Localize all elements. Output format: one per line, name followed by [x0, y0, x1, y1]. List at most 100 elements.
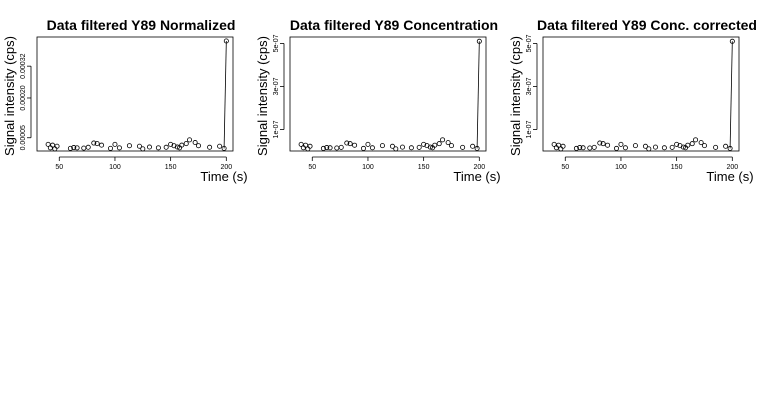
- x-tick-label: 50: [55, 164, 63, 171]
- data-point: [600, 141, 606, 147]
- data-point: [91, 140, 97, 146]
- data-point: [99, 142, 105, 148]
- data-point: [116, 145, 122, 151]
- data-point: [701, 143, 707, 149]
- data-point: [652, 144, 658, 150]
- data-point: [108, 145, 114, 151]
- data-point: [54, 143, 60, 149]
- data-point: [298, 141, 304, 147]
- data-point: [440, 137, 446, 143]
- data-point: [320, 145, 326, 151]
- data-point: [47, 145, 53, 151]
- data-point: [723, 143, 729, 149]
- data-point: [365, 141, 371, 147]
- series-line: [729, 41, 733, 149]
- data-point: [192, 140, 198, 146]
- chart-panel-concentration: Data filtered Y89 Concentration 50 100 150 2…: [253, 0, 506, 190]
- y-tick-label: 5e-07: [273, 34, 280, 52]
- data-point: [140, 146, 146, 152]
- data-point: [408, 145, 414, 151]
- chart-title: Data filtered Y89 Conc. corrected: [537, 17, 757, 33]
- data-point: [399, 144, 405, 150]
- data-point: [163, 144, 169, 150]
- data-point: [614, 145, 620, 151]
- data-point: [352, 142, 358, 148]
- data-point: [587, 145, 593, 151]
- data-point: [67, 145, 73, 151]
- y-tick-label: 0.00005: [20, 125, 27, 150]
- data-point: [307, 143, 313, 149]
- data-point: [416, 144, 422, 150]
- x-tick-label: 150: [418, 164, 430, 171]
- y-tick-label: 5e-07: [526, 34, 533, 52]
- y-tick-label: 1e-07: [526, 120, 533, 138]
- data-point: [71, 145, 77, 151]
- data-point: [577, 145, 583, 151]
- data-point: [217, 143, 223, 149]
- data-point: [369, 145, 375, 151]
- data-point: [727, 145, 733, 151]
- chart-svg: Data filtered Y89 Conc. corrected 50 100 15…: [508, 17, 757, 184]
- data-point: [155, 145, 161, 151]
- data-point: [580, 145, 586, 151]
- data-point: [713, 144, 719, 150]
- data-point: [591, 144, 597, 150]
- data-point: [126, 143, 132, 149]
- data-point: [347, 141, 353, 147]
- y-axis-label: Signal intensity (cps): [508, 36, 523, 156]
- chart-svg: Data filtered Y89 Concentration 50 100 150 2…: [255, 17, 501, 184]
- data-point: [685, 142, 691, 148]
- data-point: [94, 141, 100, 147]
- data-point: [642, 143, 648, 149]
- data-point: [338, 144, 344, 150]
- x-tick-label: 50: [308, 164, 316, 171]
- data-point: [344, 140, 350, 146]
- data-point: [474, 145, 480, 151]
- data-point: [661, 145, 667, 151]
- y-tick-label: 0.00020: [20, 85, 27, 110]
- data-point: [445, 140, 451, 146]
- data-point: [389, 143, 395, 149]
- x-tick-label: 200: [726, 164, 738, 171]
- data-point: [146, 144, 152, 150]
- y-tick-label: 1e-07: [273, 120, 280, 138]
- data-point: [361, 145, 367, 151]
- data-point: [187, 137, 193, 143]
- data-point: [618, 141, 624, 147]
- data-point: [698, 140, 704, 146]
- plot-frame: [36, 36, 234, 152]
- chart-title: Data filtered Y89 Normalized: [47, 17, 236, 33]
- data-point: [334, 145, 340, 151]
- data-point: [174, 144, 180, 150]
- data-point: [448, 143, 454, 149]
- chart-title: Data filtered Y89 Concentration: [290, 17, 498, 33]
- x-tick-label: 200: [220, 164, 232, 171]
- data-point: [303, 142, 309, 148]
- data-point: [179, 142, 185, 148]
- data-point: [221, 145, 227, 151]
- x-axis-label: Time (s): [453, 169, 500, 184]
- x-axis-label: Time (s): [200, 169, 247, 184]
- x-tick-label: 100: [109, 164, 121, 171]
- y-axis-label: Signal intensity (cps): [2, 36, 17, 156]
- chart-svg: Data filtered Y89 Normalized 50 100 150 200 0…: [2, 17, 248, 184]
- chart-panel-normalized: Data filtered Y89 Normalized 50 100 150 200 0…: [0, 0, 253, 190]
- data-point: [393, 146, 399, 152]
- x-tick-label: 150: [165, 164, 177, 171]
- series-line: [476, 41, 480, 149]
- data-point: [50, 142, 56, 148]
- data-point: [460, 144, 466, 150]
- data-point: [81, 145, 87, 151]
- data-point: [551, 141, 557, 147]
- data-point: [327, 145, 333, 151]
- data-point: [74, 145, 80, 151]
- data-point: [669, 144, 675, 150]
- data-point: [85, 144, 91, 150]
- data-point: [674, 141, 680, 147]
- data-point: [560, 143, 566, 149]
- data-point: [729, 38, 735, 44]
- data-point: [207, 144, 213, 150]
- y-tick-label: 3e-07: [526, 77, 533, 95]
- data-point: [136, 143, 142, 149]
